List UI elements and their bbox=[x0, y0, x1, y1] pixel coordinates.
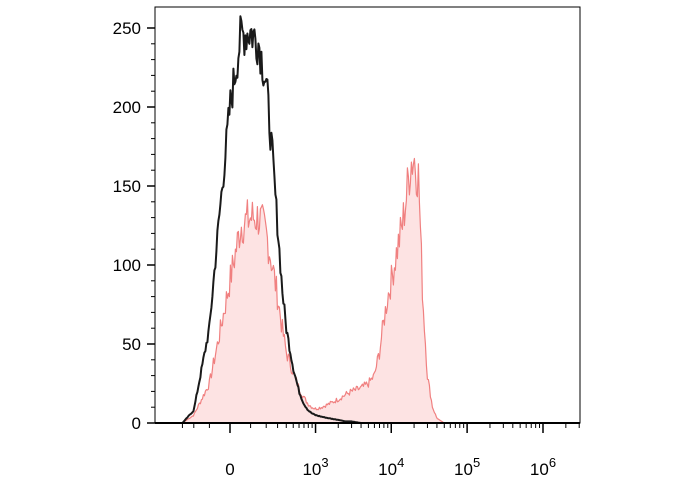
x-tick-label: 103 bbox=[302, 455, 328, 479]
y-tick-label: 50 bbox=[122, 335, 141, 354]
tick-labels-layer: 0 50 100 150 200 250 0 103 104 105 106 bbox=[113, 19, 556, 479]
series-layer bbox=[181, 15, 580, 424]
x-tick-label: 106 bbox=[530, 455, 556, 479]
x-tick-label: 105 bbox=[454, 455, 480, 479]
y-tick-label: 250 bbox=[113, 19, 141, 38]
y-tick-label: 200 bbox=[113, 98, 141, 117]
axes-layer bbox=[147, 6, 581, 433]
x-tick-label: 104 bbox=[378, 455, 404, 479]
x-tick-label: 0 bbox=[225, 460, 234, 479]
y-tick-label: 150 bbox=[113, 177, 141, 196]
y-tick-label: 100 bbox=[113, 256, 141, 275]
y-tick-label: 0 bbox=[132, 414, 141, 433]
series-0-area bbox=[182, 158, 580, 423]
